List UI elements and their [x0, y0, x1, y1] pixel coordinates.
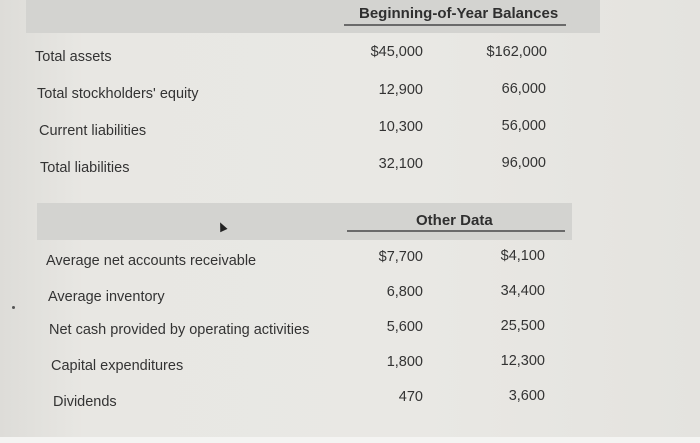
- balances-section-title: Beginning-of-Year Balances: [359, 5, 559, 22]
- dividends-col2: 3,600: [508, 388, 545, 404]
- accounts-receivable-col1: $7,700: [378, 249, 423, 265]
- screen-bottom-edge: [0, 437, 700, 443]
- average-inventory-col1: 6,800: [386, 284, 423, 300]
- row-label-current-liabilities: Current liabilities: [39, 123, 147, 139]
- screen-speck: [12, 306, 15, 309]
- total-liabilities-col2: 96,000: [501, 155, 546, 171]
- row-label-net-cash-operating: Net cash provided by operating activitie…: [49, 322, 310, 338]
- net-cash-operating-col2: 25,500: [500, 318, 545, 334]
- stockholders-equity-col1: 12,900: [378, 82, 423, 98]
- total-assets-col1: $45,000: [370, 44, 423, 60]
- row-label-average-net-accounts-receivable: Average net accounts receivable: [46, 253, 257, 269]
- current-liabilities-col1: 10,300: [378, 119, 423, 135]
- row-label-average-inventory: Average inventory: [48, 289, 165, 305]
- total-liabilities-col1: 32,100: [378, 156, 423, 172]
- balances-header-band: [26, 0, 600, 33]
- capital-expenditures-col1: 1,800: [386, 354, 423, 370]
- other-data-section-title: Other Data: [416, 212, 493, 229]
- dividends-col1: 470: [398, 389, 423, 405]
- row-label-capital-expenditures: Capital expenditures: [51, 358, 184, 374]
- row-label-dividends: Dividends: [53, 394, 117, 410]
- row-label-total-liabilities: Total liabilities: [40, 160, 130, 176]
- other-data-header-band: [37, 203, 572, 240]
- row-label-total-stockholders-equity: Total stockholders' equity: [37, 86, 199, 102]
- current-liabilities-col2: 56,000: [501, 118, 546, 134]
- total-assets-col2: $162,000: [486, 44, 547, 60]
- other-data-header-rule: [347, 230, 565, 232]
- capital-expenditures-col2: 12,300: [500, 353, 545, 369]
- accounts-receivable-col2: $4,100: [500, 248, 545, 264]
- average-inventory-col2: 34,400: [500, 283, 545, 299]
- balances-header-rule: [344, 24, 566, 26]
- stockholders-equity-col2: 66,000: [501, 81, 546, 97]
- net-cash-operating-col1: 5,600: [386, 319, 423, 335]
- row-label-total-assets: Total assets: [35, 49, 112, 65]
